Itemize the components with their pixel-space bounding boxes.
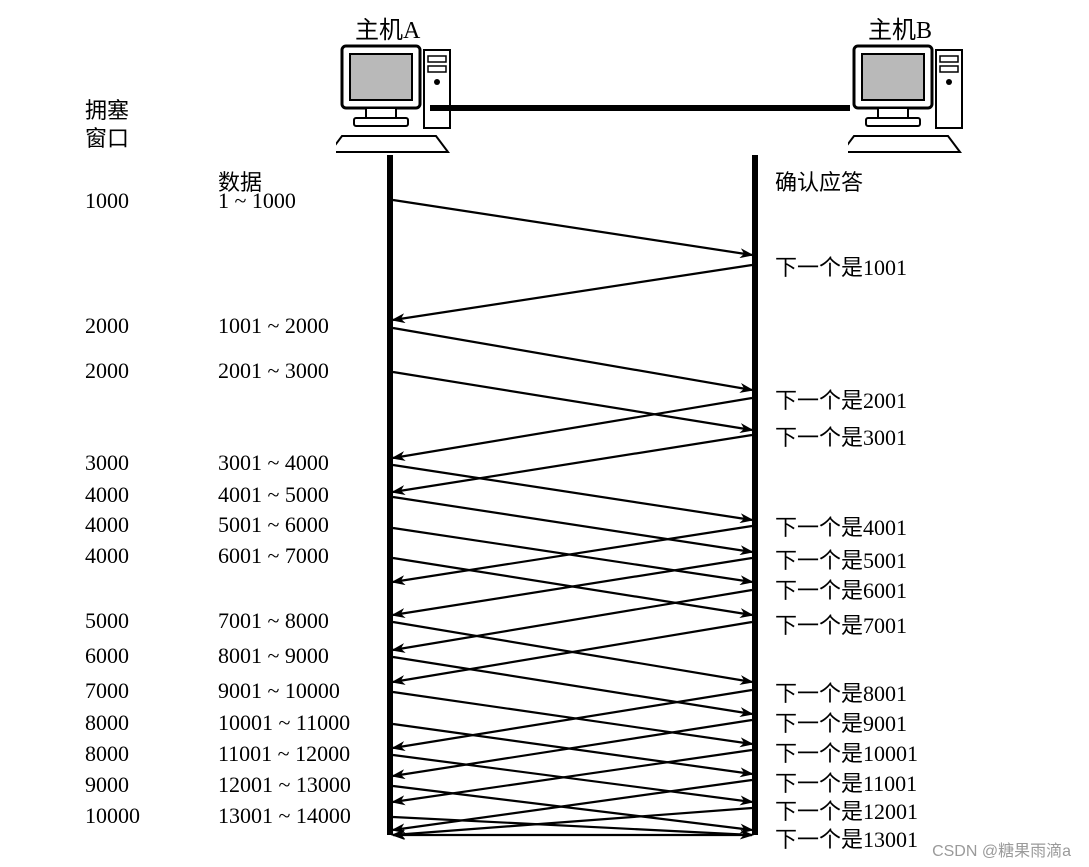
tcp-sequence-diagram: 主机A 主机B 拥塞 窗口 数据 确认应答 [0,0,1089,867]
cwnd-value: 8000 [85,710,129,736]
cwnd-value: 5000 [85,608,129,634]
cwnd-value: 8000 [85,741,129,767]
data-range: 6001 ~ 7000 [218,543,329,569]
data-range: 1001 ~ 2000 [218,313,329,339]
ack-text: 下一个是7001 [775,608,907,640]
cwnd-value: 10000 [85,803,140,829]
cwnd-value: 9000 [85,772,129,798]
ack-text: 下一个是9001 [775,706,907,738]
data-range: 9001 ~ 10000 [218,678,340,704]
data-range: 3001 ~ 4000 [218,450,329,476]
cwnd-value: 4000 [85,512,129,538]
cwnd-value: 4000 [85,482,129,508]
cwnd-value: 2000 [85,358,129,384]
cwnd-value: 3000 [85,450,129,476]
ack-text: 下一个是13001 [775,822,918,854]
ack-text: 下一个是4001 [775,510,907,542]
ack-text: 下一个是5001 [775,543,907,575]
ack-text: 下一个是2001 [775,383,907,415]
data-range: 12001 ~ 13000 [218,772,351,798]
cwnd-value: 6000 [85,643,129,669]
ack-text: 下一个是6001 [775,573,907,605]
watermark: CSDN @糖果雨滴a [932,837,1071,861]
data-range: 5001 ~ 6000 [218,512,329,538]
data-range: 4001 ~ 5000 [218,482,329,508]
cwnd-value: 2000 [85,313,129,339]
ack-text: 下一个是8001 [775,676,907,708]
data-range: 13001 ~ 14000 [218,803,351,829]
data-range: 1 ~ 1000 [218,188,296,214]
ack-text: 下一个是10001 [775,736,918,768]
cwnd-value: 7000 [85,678,129,704]
sequence-svg [0,0,1089,867]
data-range: 7001 ~ 8000 [218,608,329,634]
cwnd-value: 1000 [85,188,129,214]
ack-text: 下一个是1001 [775,250,907,282]
data-range: 2001 ~ 3000 [218,358,329,384]
data-range: 10001 ~ 11000 [218,710,350,736]
ack-text: 下一个是3001 [775,420,907,452]
data-range: 8001 ~ 9000 [218,643,329,669]
data-range: 11001 ~ 12000 [218,741,350,767]
cwnd-value: 4000 [85,543,129,569]
